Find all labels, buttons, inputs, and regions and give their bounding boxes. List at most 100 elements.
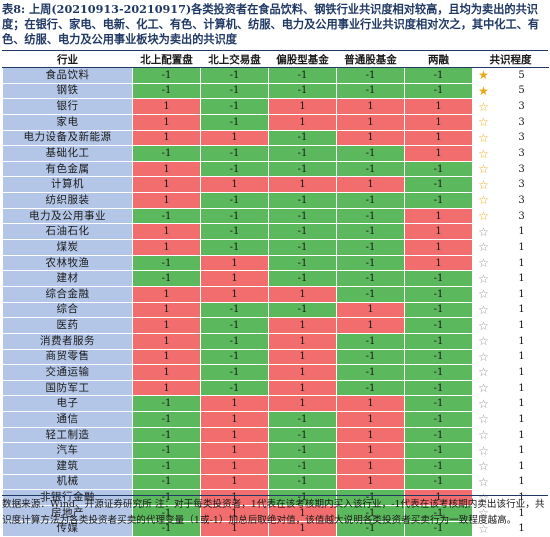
industry-cell: 农林牧渔 xyxy=(2,254,133,272)
signal-cell: 1 xyxy=(268,348,337,366)
table-row: 建筑 -1 1 -1 1 -1 ☆ 1 xyxy=(2,458,549,475)
header-margin-trading: 两融 xyxy=(404,52,473,68)
signal-cell: 1 xyxy=(132,332,201,350)
consensus-value: 1 xyxy=(494,395,549,413)
table-row: 农林牧渔 -1 1 -1 -1 1 ☆ 1 xyxy=(2,254,549,272)
signal-cell: -1 xyxy=(268,82,337,100)
signal-cell: -1 xyxy=(200,82,269,100)
signal-cell: 1 xyxy=(200,254,269,272)
industry-cell: 银行 xyxy=(2,98,133,115)
signal-cell: -1 xyxy=(404,395,473,413)
signal-cell: 1 xyxy=(336,473,405,491)
table-row: 煤炭 1 -1 -1 -1 1 ☆ 1 xyxy=(2,239,549,256)
consensus-value: 1 xyxy=(494,348,549,366)
table-row: 传媒 -1 1 1 -1 -1 ☆ 1 xyxy=(2,520,549,537)
signal-cell: -1 xyxy=(132,207,201,225)
table-row: 纺织服装 1 -1 -1 -1 -1 ☆ 3 xyxy=(2,192,549,209)
signal-cell: -1 xyxy=(268,145,337,162)
header-northbound-trading: 北上交易盘 xyxy=(200,52,269,68)
signal-cell: 1 xyxy=(200,176,269,194)
table-row: 计算机 1 1 1 1 -1 ☆ 3 xyxy=(2,176,549,194)
signal-cell: -1 xyxy=(336,223,405,241)
star-icon: ☆ xyxy=(472,160,495,178)
signal-cell: 1 xyxy=(132,317,201,334)
table-row: 交通运输 1 -1 1 -1 -1 ☆ 1 xyxy=(2,364,549,381)
table-row: 综合金融 1 1 1 -1 -1 ☆ 1 xyxy=(2,285,549,303)
signal-cell: 1 xyxy=(336,129,405,147)
signal-cell: -1 xyxy=(404,504,473,522)
table-row: 医药 1 -1 1 1 -1 ☆ 1 xyxy=(2,317,549,334)
star-icon: ☆ xyxy=(472,395,495,413)
industry-cell: 综合 xyxy=(2,301,133,319)
consensus-value: 3 xyxy=(494,160,549,178)
industry-cell: 电力及公用事业 xyxy=(2,207,133,225)
signal-cell: 1 xyxy=(132,223,201,241)
consensus-value: 1 xyxy=(494,239,549,256)
signal-cell: -1 xyxy=(336,239,405,256)
table-row: 石油石化 1 -1 -1 -1 1 ☆ 1 xyxy=(2,223,549,241)
signal-cell: -1 xyxy=(404,442,473,460)
star-icon: ☆ xyxy=(472,98,495,115)
industry-cell: 纺织服装 xyxy=(2,192,133,209)
industry-cell: 交通运输 xyxy=(2,364,133,381)
signal-cell: -1 xyxy=(200,67,269,84)
signal-cell: 1 xyxy=(132,160,201,178)
signal-cell: 1 xyxy=(268,379,337,397)
industry-cell: 传媒 xyxy=(2,520,133,537)
signal-cell: -1 xyxy=(268,270,337,287)
signal-cell: -1 xyxy=(268,473,337,491)
consensus-value: 1 xyxy=(494,317,549,334)
signal-cell: -1 xyxy=(404,520,473,537)
consensus-value: 3 xyxy=(494,192,549,209)
signal-cell: -1 xyxy=(200,332,269,350)
signal-cell: -1 xyxy=(268,411,337,428)
table-row: 食品饮料 -1 -1 -1 -1 -1 ★ 5 xyxy=(2,67,549,84)
signal-cell: 1 xyxy=(336,176,405,194)
consensus-value: 5 xyxy=(494,67,549,84)
signal-cell: -1 xyxy=(404,411,473,428)
signal-cell: 1 xyxy=(200,520,269,537)
star-icon: ☆ xyxy=(472,379,495,397)
industry-cell: 基础化工 xyxy=(2,145,133,162)
signal-cell: -1 xyxy=(268,129,337,147)
star-icon: ☆ xyxy=(472,239,495,256)
industry-cell: 建筑 xyxy=(2,458,133,475)
industry-cell: 电力设备及新能源 xyxy=(2,129,133,147)
signal-cell: -1 xyxy=(404,285,473,303)
signal-cell: -1 xyxy=(336,67,405,84)
table-row: 机械 -1 1 -1 1 -1 ☆ 1 xyxy=(2,473,549,491)
consensus-value: 1 xyxy=(494,270,549,287)
signal-cell: 1 xyxy=(404,113,473,131)
signal-cell: -1 xyxy=(132,145,201,162)
consensus-value: 1 xyxy=(494,285,549,303)
signal-cell: -1 xyxy=(268,223,337,241)
consensus-value: 1 xyxy=(494,379,549,397)
signal-cell: -1 xyxy=(404,192,473,209)
industry-cell: 建材 xyxy=(2,270,133,287)
header-northbound-allocation: 北上配置盘 xyxy=(132,52,201,68)
signal-cell: 1 xyxy=(268,113,337,131)
signal-cell: -1 xyxy=(336,82,405,100)
signal-cell: 1 xyxy=(268,176,337,194)
signal-cell: -1 xyxy=(268,301,337,319)
table-row: 综合 1 -1 -1 1 -1 ☆ 1 xyxy=(2,301,549,319)
star-icon: ☆ xyxy=(472,145,495,162)
signal-cell: -1 xyxy=(132,270,201,287)
signal-cell: 1 xyxy=(404,254,473,272)
signal-cell: 1 xyxy=(200,270,269,287)
signal-cell: -1 xyxy=(200,317,269,334)
star-icon: ☆ xyxy=(472,364,495,381)
industry-cell: 食品饮料 xyxy=(2,67,133,84)
table-row: 电力设备及新能源 1 1 -1 1 1 ☆ 3 xyxy=(2,129,549,147)
signal-cell: 1 xyxy=(132,98,201,115)
signal-cell: -1 xyxy=(268,489,337,506)
consensus-value: 3 xyxy=(494,98,549,115)
top-rule xyxy=(2,50,548,51)
signal-cell: 1 xyxy=(404,223,473,241)
table-row: 非银行金融 -1 1 -1 -1 1 ☆ 1 xyxy=(2,489,549,506)
signal-cell: 1 xyxy=(200,458,269,475)
star-icon: ☆ xyxy=(472,176,495,194)
signal-cell: -1 xyxy=(336,348,405,366)
star-icon: ☆ xyxy=(472,520,495,537)
header-industry: 行业 xyxy=(2,52,133,68)
